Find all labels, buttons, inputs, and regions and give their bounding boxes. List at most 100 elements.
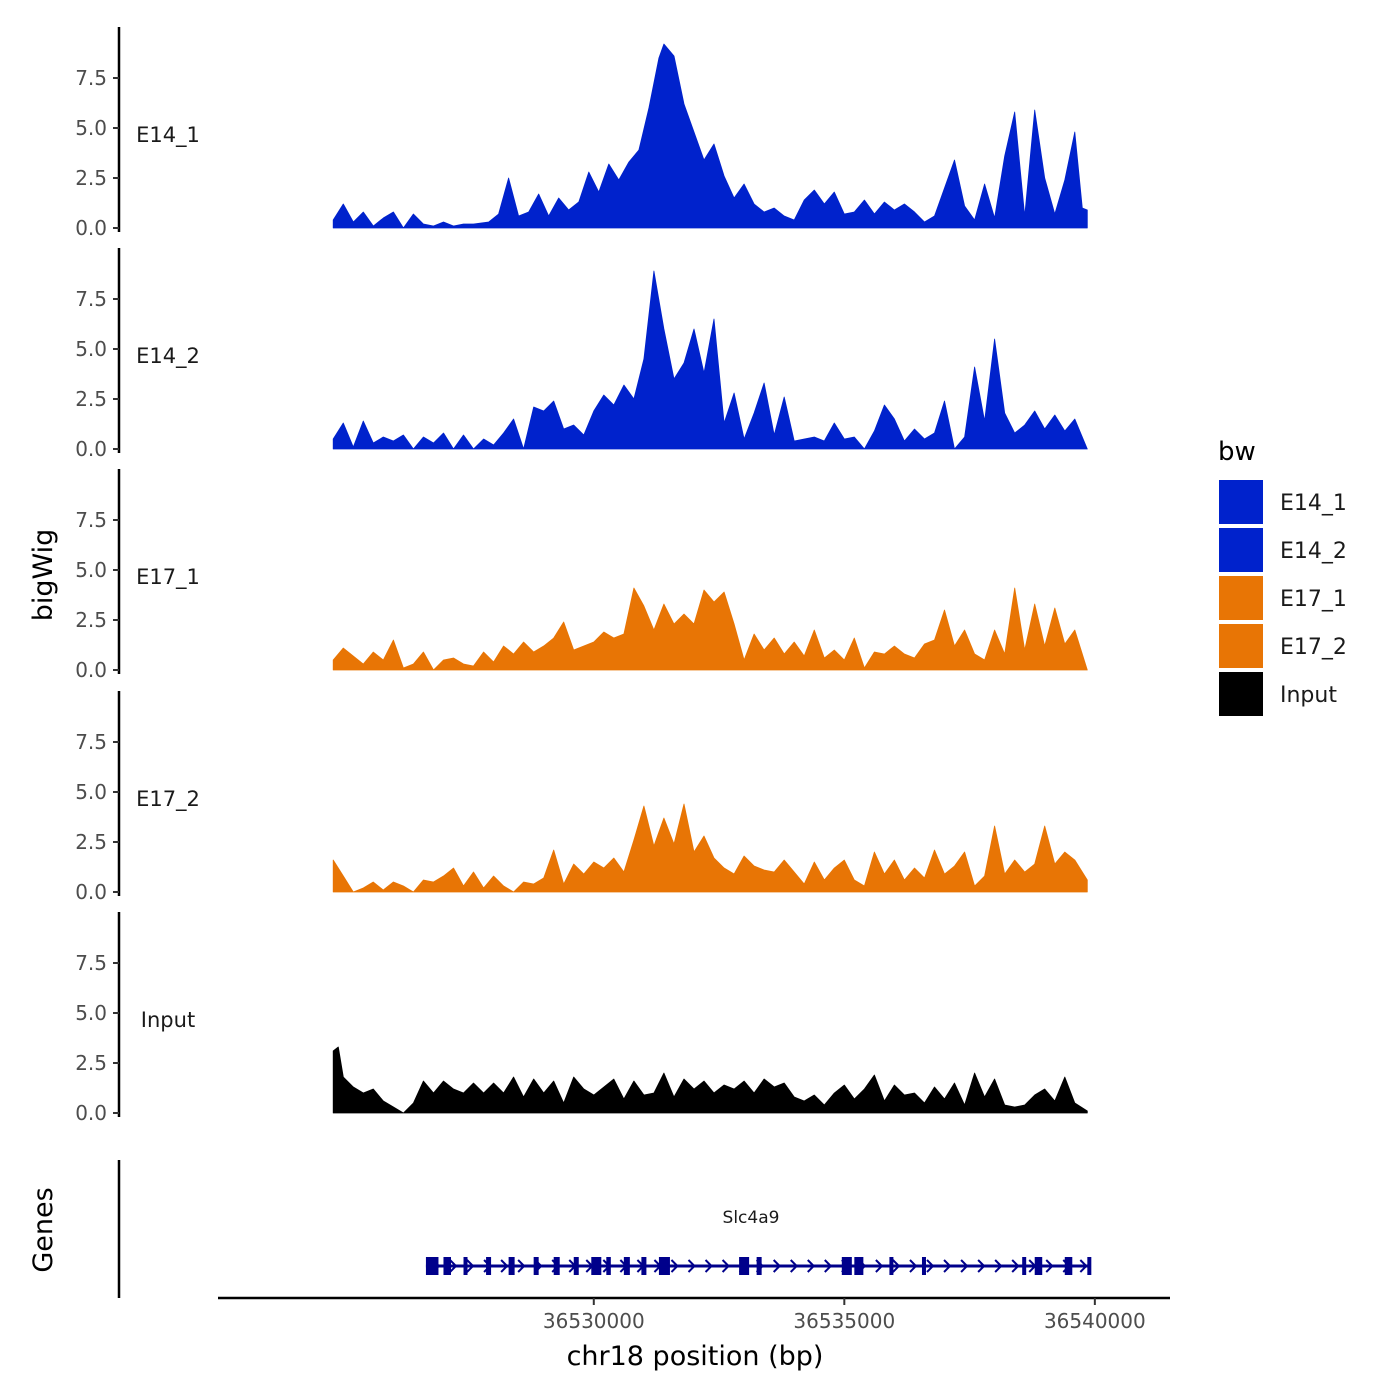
y-tick-label: 7.5 xyxy=(75,287,107,311)
legend-title: bw xyxy=(1218,437,1256,467)
exon xyxy=(425,1257,439,1275)
area-Input xyxy=(332,1046,1088,1114)
strand-arrow xyxy=(790,1259,799,1273)
track-E17_2: 0.0 2.5 5.0 7.5 E17_2 xyxy=(75,691,1088,904)
exon xyxy=(854,1257,864,1275)
strand-arrow xyxy=(1011,1259,1020,1273)
y-tick-label: 7.5 xyxy=(75,951,107,975)
exon xyxy=(573,1257,579,1275)
y-tick-label: 5.0 xyxy=(75,558,107,582)
legend-swatch xyxy=(1219,528,1263,572)
area-E14_1 xyxy=(332,43,1088,229)
exon xyxy=(921,1257,926,1275)
y-tick-label: 0.0 xyxy=(75,216,107,240)
exon xyxy=(591,1257,602,1275)
exon xyxy=(739,1257,750,1275)
legend-swatch xyxy=(1219,576,1263,620)
legend-label: E17_2 xyxy=(1280,635,1347,660)
strand-arrow xyxy=(772,1259,782,1273)
y-tick-label: 5.0 xyxy=(75,780,107,804)
y-tick-label: 2.5 xyxy=(75,1051,107,1075)
y-tick-label: 7.5 xyxy=(75,66,107,90)
bigwig-tracks: 0.0 2.5 5.0 7.5 E14_1 0.0 2.5 5.0 7.5 E14_2 0.0 2.5… xyxy=(75,27,1088,1125)
exon xyxy=(463,1257,468,1275)
legend-swatch xyxy=(1219,480,1263,524)
gene-track-panel: Slc4a9 xyxy=(117,1160,1092,1298)
strand-arrow xyxy=(704,1259,713,1273)
strand-arrow xyxy=(500,1259,509,1273)
y-axis-title: bigWig xyxy=(28,529,59,622)
strand-arrow xyxy=(824,1259,833,1273)
y-tick-label: 7.5 xyxy=(75,730,107,754)
area-E17_1 xyxy=(332,587,1088,671)
legend: bw E14_1 E14_2 E17_1 E17_2 Input xyxy=(1218,437,1347,716)
strand-arrow xyxy=(875,1259,884,1273)
y-tick-label: 2.5 xyxy=(75,387,107,411)
strand-arrow xyxy=(994,1259,1003,1273)
legend-swatch xyxy=(1219,672,1263,716)
strand-arrow xyxy=(909,1259,918,1273)
y-tick-label: 0.0 xyxy=(75,880,107,904)
y-tick-label: 0.0 xyxy=(75,437,107,461)
x-axis: 36530000 36535000 36540000 xyxy=(218,1296,1170,1333)
gene-name-label: Slc4a9 xyxy=(723,1208,780,1228)
legend-swatch xyxy=(1219,624,1263,668)
exon xyxy=(756,1257,762,1275)
strand-arrow xyxy=(807,1259,816,1273)
track-label: E17_1 xyxy=(136,565,200,590)
legend-label: E14_1 xyxy=(1280,491,1347,516)
y-tick-label: 0.0 xyxy=(75,1101,107,1125)
x-axis-title: chr18 position (bp) xyxy=(567,1341,824,1372)
strand-arrow xyxy=(466,1259,475,1273)
exon xyxy=(486,1257,492,1275)
strand-arrow xyxy=(721,1259,730,1273)
exon xyxy=(533,1257,539,1275)
y-tick-label: 7.5 xyxy=(75,508,107,532)
exon xyxy=(658,1257,670,1275)
track-label: E14_1 xyxy=(136,123,200,148)
y-tick-label: 5.0 xyxy=(75,116,107,140)
exon xyxy=(889,1257,894,1275)
y-tick-label: 2.5 xyxy=(75,830,107,854)
strand-arrow xyxy=(943,1259,952,1273)
y-tick-label: 2.5 xyxy=(75,608,107,632)
exon xyxy=(443,1257,451,1275)
strand-arrow xyxy=(1079,1259,1088,1273)
strand-arrow xyxy=(960,1259,969,1273)
track-E14_1: 0.0 2.5 5.0 7.5 E14_1 xyxy=(75,27,1088,240)
strand-arrow xyxy=(892,1259,901,1273)
legend-label: E14_2 xyxy=(1280,539,1347,564)
exon xyxy=(553,1257,560,1275)
exon xyxy=(1022,1257,1027,1275)
x-tick-label: 36535000 xyxy=(793,1309,895,1333)
track-label: E14_2 xyxy=(136,344,200,369)
strand-arrow xyxy=(926,1259,935,1273)
strand-arrow xyxy=(517,1259,526,1273)
y-tick-label: 0.0 xyxy=(75,658,107,682)
x-tick-label: 36540000 xyxy=(1044,1309,1146,1333)
exon xyxy=(623,1257,630,1275)
area-E17_2 xyxy=(332,803,1088,893)
strand-arrow xyxy=(687,1259,696,1273)
strand-arrow xyxy=(977,1259,986,1273)
strand-arrow xyxy=(449,1259,458,1273)
x-tick-label: 36530000 xyxy=(543,1309,645,1333)
track-E17_1: 0.0 2.5 5.0 7.5 E17_1 xyxy=(75,469,1088,682)
legend-label: E17_1 xyxy=(1280,587,1347,612)
exon xyxy=(606,1257,611,1275)
exon xyxy=(1087,1257,1092,1275)
legend-label: Input xyxy=(1280,683,1337,708)
strand-arrow xyxy=(670,1259,679,1273)
exon xyxy=(841,1257,852,1275)
track-label: Input xyxy=(141,1008,195,1032)
y-tick-label: 5.0 xyxy=(75,1001,107,1025)
track-label: E17_2 xyxy=(136,787,200,812)
exon xyxy=(1034,1257,1043,1275)
y-tick-label: 2.5 xyxy=(75,166,107,190)
exon xyxy=(641,1257,647,1275)
track-E14_2: 0.0 2.5 5.0 7.5 E14_2 xyxy=(75,248,1088,461)
y-tick-label: 5.0 xyxy=(75,337,107,361)
area-E14_2 xyxy=(332,270,1088,450)
genes-axis-title: Genes xyxy=(28,1187,59,1272)
